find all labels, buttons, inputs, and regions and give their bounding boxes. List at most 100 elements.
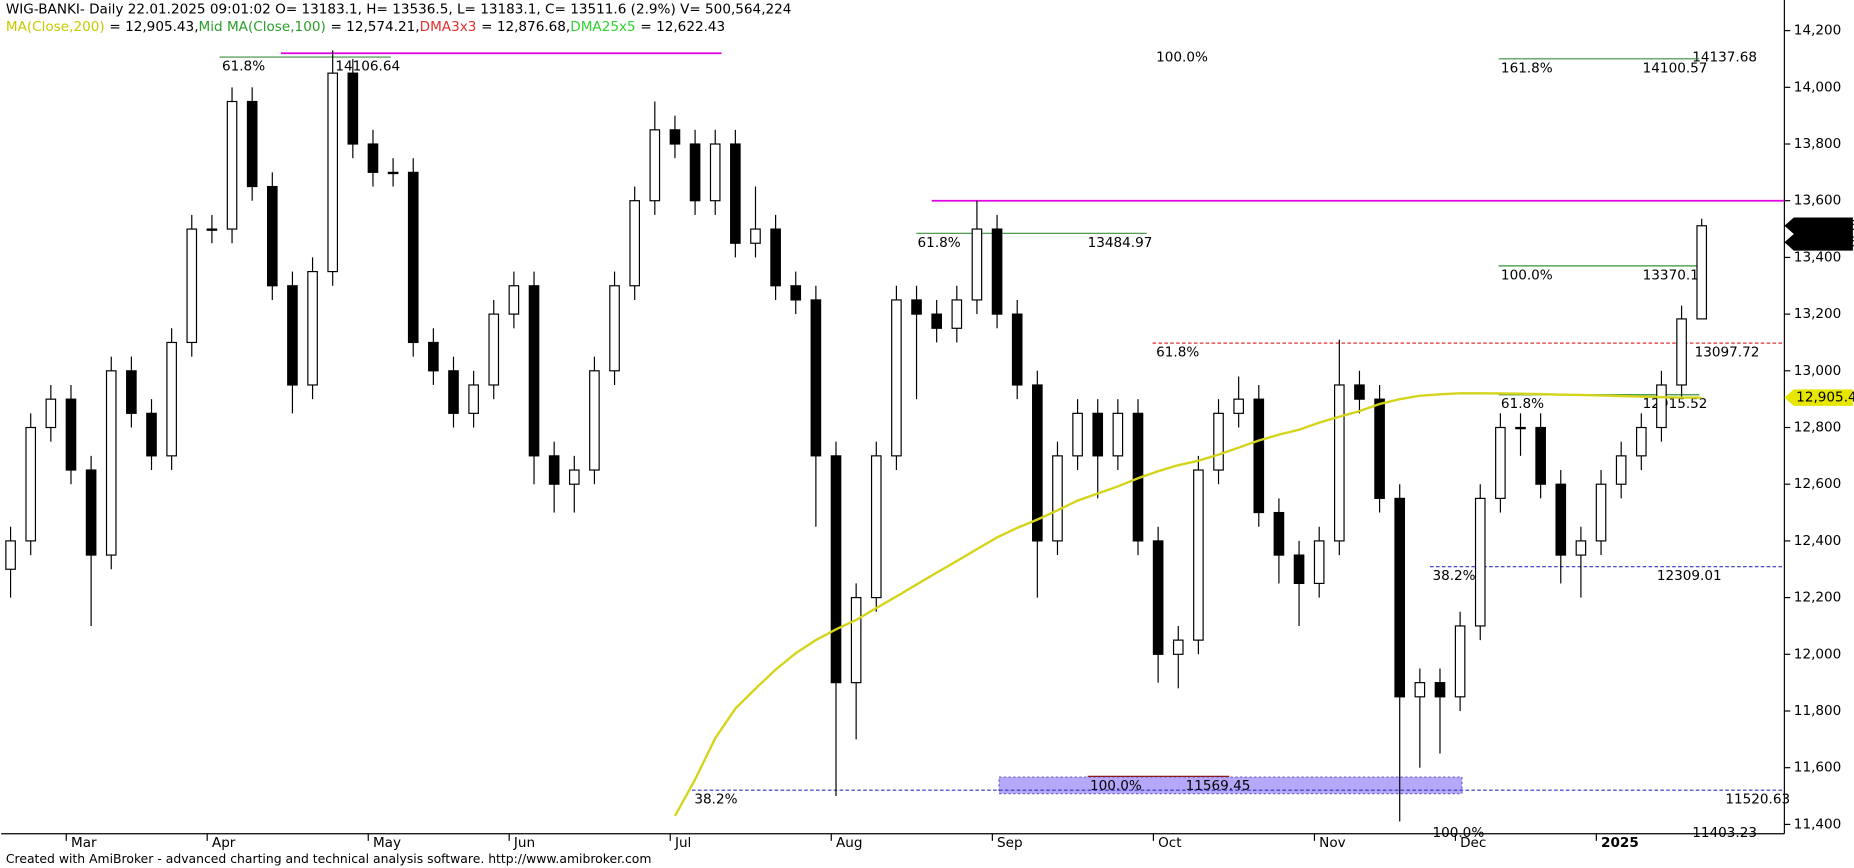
candle-body bbox=[1434, 682, 1446, 698]
candle-body bbox=[307, 270, 318, 386]
y-tick-label: 12,600 bbox=[1794, 476, 1842, 492]
indicator-name: Mid MA(Close,100) bbox=[199, 19, 326, 35]
candle-body bbox=[1313, 540, 1325, 585]
x-tick-label: Jul bbox=[674, 835, 691, 851]
candle-body bbox=[367, 143, 379, 173]
price-tag-label: 13,511.6 bbox=[1796, 234, 1854, 250]
moving-average bbox=[673, 392, 1702, 817]
y-tick-label: 13,400 bbox=[1794, 249, 1842, 265]
candle-body bbox=[1595, 483, 1607, 542]
candle-body bbox=[1454, 625, 1466, 698]
price-tag bbox=[1784, 234, 1853, 251]
indicator-name: DMA3x3 bbox=[420, 19, 477, 35]
fib-value: 14137.68 bbox=[1692, 50, 1757, 66]
price-tag bbox=[1784, 389, 1853, 406]
y-tick-label: 13,600 bbox=[1794, 193, 1842, 209]
candle-body bbox=[709, 143, 721, 202]
candle-body bbox=[528, 285, 540, 457]
price-tag bbox=[1784, 217, 1853, 235]
candle-body bbox=[5, 540, 16, 570]
candle-body bbox=[508, 285, 520, 315]
candle-body bbox=[971, 228, 983, 301]
price-tag-label: 13,511.6 bbox=[1796, 218, 1854, 234]
fib-percent: 100.0% bbox=[1090, 778, 1142, 794]
price-tag-label: 12,905.4 bbox=[1796, 390, 1854, 406]
zone bbox=[998, 776, 1463, 795]
candle-body bbox=[1656, 384, 1667, 429]
x-tick-label: Sep bbox=[997, 835, 1023, 851]
candle-body bbox=[25, 426, 37, 542]
fib-percent: 100.0% bbox=[1156, 50, 1208, 66]
x-tick-label: 2025 bbox=[1601, 835, 1639, 851]
candle-body bbox=[589, 370, 600, 471]
footer: Created with AmiBroker - advanced charti… bbox=[6, 851, 652, 866]
candle-body bbox=[1495, 426, 1506, 499]
fib-value: 14106.64 bbox=[335, 59, 400, 75]
candle-body bbox=[649, 129, 661, 202]
candle-body bbox=[1374, 398, 1385, 499]
candle-body bbox=[327, 72, 339, 273]
x-tick-label: Jun bbox=[513, 835, 535, 851]
fib-value: 13484.97 bbox=[1088, 235, 1153, 251]
candle-body bbox=[1615, 455, 1627, 485]
candle-body bbox=[1334, 384, 1345, 542]
x-tick-label: Nov bbox=[1319, 835, 1346, 851]
candle-body bbox=[266, 185, 278, 287]
fib-value: 13370.12 bbox=[1643, 267, 1708, 283]
candle-body bbox=[226, 100, 238, 230]
y-tick-label: 12,400 bbox=[1794, 533, 1842, 549]
candle-body bbox=[1635, 426, 1647, 457]
candle-body bbox=[750, 228, 761, 244]
candle-body bbox=[870, 455, 882, 599]
candle-body bbox=[347, 72, 359, 145]
candle-body bbox=[830, 455, 842, 684]
candle-body bbox=[1696, 225, 1708, 320]
candle-body bbox=[911, 299, 922, 315]
candle-body bbox=[810, 299, 822, 457]
y-tick-label: 12,800 bbox=[1794, 420, 1842, 436]
candle-body bbox=[45, 398, 57, 429]
candle-body bbox=[689, 143, 701, 202]
candle-body bbox=[770, 228, 781, 287]
candle-body bbox=[790, 285, 802, 301]
y-tick-label: 14,000 bbox=[1794, 79, 1842, 95]
candle-body bbox=[1233, 398, 1244, 414]
candle-body bbox=[1213, 412, 1224, 471]
fib-percent: 100.0% bbox=[1501, 267, 1553, 283]
candle-body bbox=[931, 313, 942, 329]
indicator-value: = 12,905.43, bbox=[109, 19, 198, 35]
candle-body bbox=[850, 597, 862, 684]
fib-percent: 61.8% bbox=[1501, 396, 1544, 412]
fib-value: 13097.72 bbox=[1695, 345, 1760, 361]
fib-percent: 161.8% bbox=[1501, 60, 1553, 76]
indicator-name: DMA25x5 bbox=[570, 19, 635, 35]
candle-body bbox=[287, 285, 298, 386]
candle-body bbox=[1193, 469, 1204, 641]
fib-percent: 61.8% bbox=[222, 59, 265, 75]
indicator-value: = 12,622.43 bbox=[640, 19, 725, 35]
fib-value: 11520.63 bbox=[1725, 792, 1790, 808]
y-tick-label: 14,200 bbox=[1794, 23, 1842, 39]
candle-body bbox=[65, 398, 77, 471]
y-tick-label: 11,800 bbox=[1794, 703, 1842, 719]
candle-body bbox=[1152, 540, 1164, 655]
candle-body bbox=[126, 370, 137, 414]
x-tick-label: May bbox=[373, 835, 401, 851]
indicator-name: MA(Close,200) bbox=[6, 19, 105, 35]
candle-body bbox=[991, 228, 1003, 315]
fib-value: 11403.23 bbox=[1692, 825, 1757, 841]
y-tick-label: 12,000 bbox=[1794, 646, 1842, 662]
candle-body bbox=[1052, 455, 1063, 542]
candle-body bbox=[85, 469, 97, 556]
y-tick-label: 12,200 bbox=[1794, 590, 1842, 606]
fib-percent: 61.8% bbox=[918, 235, 961, 251]
candle-body bbox=[488, 313, 500, 386]
candle-body bbox=[1575, 540, 1587, 556]
candle-body bbox=[146, 412, 157, 457]
candle-body bbox=[1253, 398, 1265, 514]
candle-body bbox=[407, 171, 419, 344]
y-tick-label: 11,600 bbox=[1794, 760, 1842, 776]
indicator-value: = 12,876.68, bbox=[481, 19, 570, 35]
candle-body bbox=[548, 455, 560, 485]
